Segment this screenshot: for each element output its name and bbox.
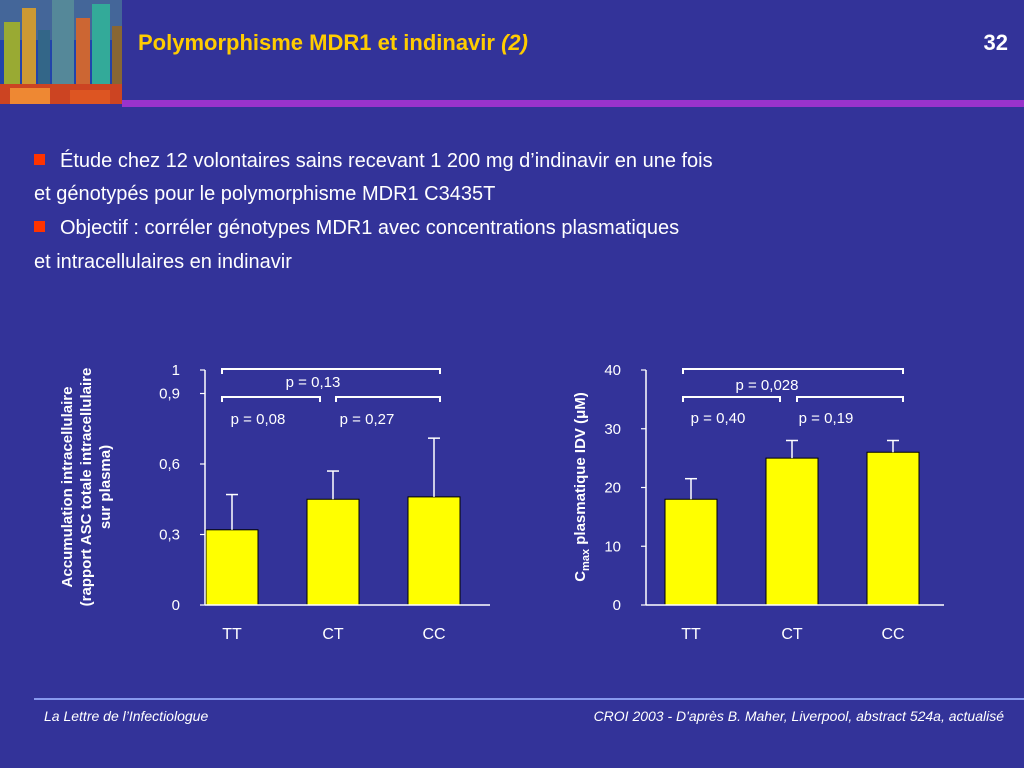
- bar-CC: [407, 496, 461, 606]
- y-tick-label: 1: [172, 362, 180, 379]
- x-tick-label: TT: [222, 626, 242, 643]
- x-tick-label: CT: [781, 626, 803, 643]
- y-tick-label: 0,3: [159, 527, 180, 544]
- comparison-p-value: p = 0,40: [691, 410, 746, 427]
- bar-TT: [205, 529, 259, 606]
- y-axis-label: Accumulation intracellulaire (rapport ASC…: [59, 368, 114, 607]
- y-axis-label-line: sur plasma): [97, 445, 114, 529]
- bullet-square-icon: [34, 154, 45, 165]
- x-tick-label: CT: [322, 626, 344, 643]
- bullet-1-line-2: et génotypés pour le polymorphisme MDR1 …: [34, 183, 496, 205]
- charts-area: TT CT CC 0 0,3 0,6 0,9 1 p = 0,13 p = 0,08 p = 0,2…: [59, 362, 944, 643]
- title-main: Polymorphisme MDR1 et indinavir: [138, 30, 495, 55]
- y-axis-label-line: (rapport ASC totale intracellulaire: [78, 368, 95, 607]
- y-tick-label: 0,9: [159, 386, 180, 403]
- comparison-p-value: p = 0,13: [286, 374, 341, 391]
- bullet-text: Objectif : corréler génotypes MDR1 avec …: [60, 217, 680, 239]
- bullet-text: Étude chez 12 volontaires sains recevant…: [60, 150, 713, 172]
- y-axis-label-part: μ: [572, 410, 589, 419]
- y-tick-label: 40: [604, 362, 621, 379]
- title-sub: (2): [501, 30, 528, 55]
- bar-CT: [306, 498, 360, 606]
- header-rule: [122, 100, 1024, 107]
- y-tick-label: 0: [613, 597, 621, 614]
- bullet-square-icon: [34, 221, 45, 232]
- y-axis-label-subscript: max: [580, 548, 592, 571]
- city-skyline-logo: [0, 0, 122, 104]
- bar-CT: [765, 457, 819, 606]
- chart-2: TT CT CC 0 10 20 30 40 p = 0,028 p = 0,40 p = 0,19…: [572, 362, 944, 643]
- comparison-bracket: [335, 396, 441, 402]
- y-tick-label: 30: [604, 421, 621, 438]
- page-number: 32: [983, 30, 1008, 55]
- comparison-p-value: p = 0,08: [231, 411, 286, 428]
- comparison-bracket: [796, 396, 904, 402]
- comparison-p-value: p = 0,19: [799, 410, 854, 427]
- y-axis-label-part: M): [572, 392, 589, 410]
- comparison-bracket: [221, 396, 321, 402]
- bar-CC: [866, 451, 920, 606]
- slide-title: Polymorphisme MDR1 et indinavir (2): [138, 30, 528, 56]
- comparison-bracket: [682, 396, 781, 402]
- x-tick-label: CC: [422, 626, 445, 643]
- x-tick-label: TT: [681, 626, 701, 643]
- footer-rule: [34, 698, 1024, 700]
- chart-1: TT CT CC 0 0,3 0,6 0,9 1 p = 0,13 p = 0,08 p = 0,2…: [59, 362, 490, 643]
- bullet-2-line-2: et intracellulaires en indinavir: [34, 251, 292, 273]
- x-tick-label: CC: [881, 626, 904, 643]
- bullet-2-line-1: Objectif : corréler génotypes MDR1 avec …: [34, 217, 679, 240]
- comparison-p-value: p = 0,028: [736, 377, 799, 394]
- y-tick-label: 0,6: [159, 456, 180, 473]
- y-axis-label: Cmax plasmatique IDV (μM): [572, 392, 592, 582]
- y-tick-label: 0: [172, 597, 180, 614]
- y-axis-label-part: plasmatique IDV (: [572, 419, 589, 549]
- y-axis-label-line: Accumulation intracellulaire: [59, 387, 76, 588]
- footer-source: La Lettre de l’Infectiologue: [44, 708, 209, 724]
- bar-TT: [664, 498, 718, 606]
- footer-reference: CROI 2003 - D'après B. Maher, Liverpool,…: [593, 708, 1004, 724]
- bullet-1-line-1: Étude chez 12 volontaires sains recevant…: [34, 150, 713, 173]
- comparison-p-value: p = 0,27: [340, 411, 395, 428]
- comparison-bracket: [682, 368, 904, 374]
- comparison-bracket: [221, 368, 441, 374]
- y-tick-label: 10: [604, 538, 621, 555]
- y-axis-label-part: C: [572, 571, 589, 582]
- y-tick-label: 20: [604, 480, 621, 497]
